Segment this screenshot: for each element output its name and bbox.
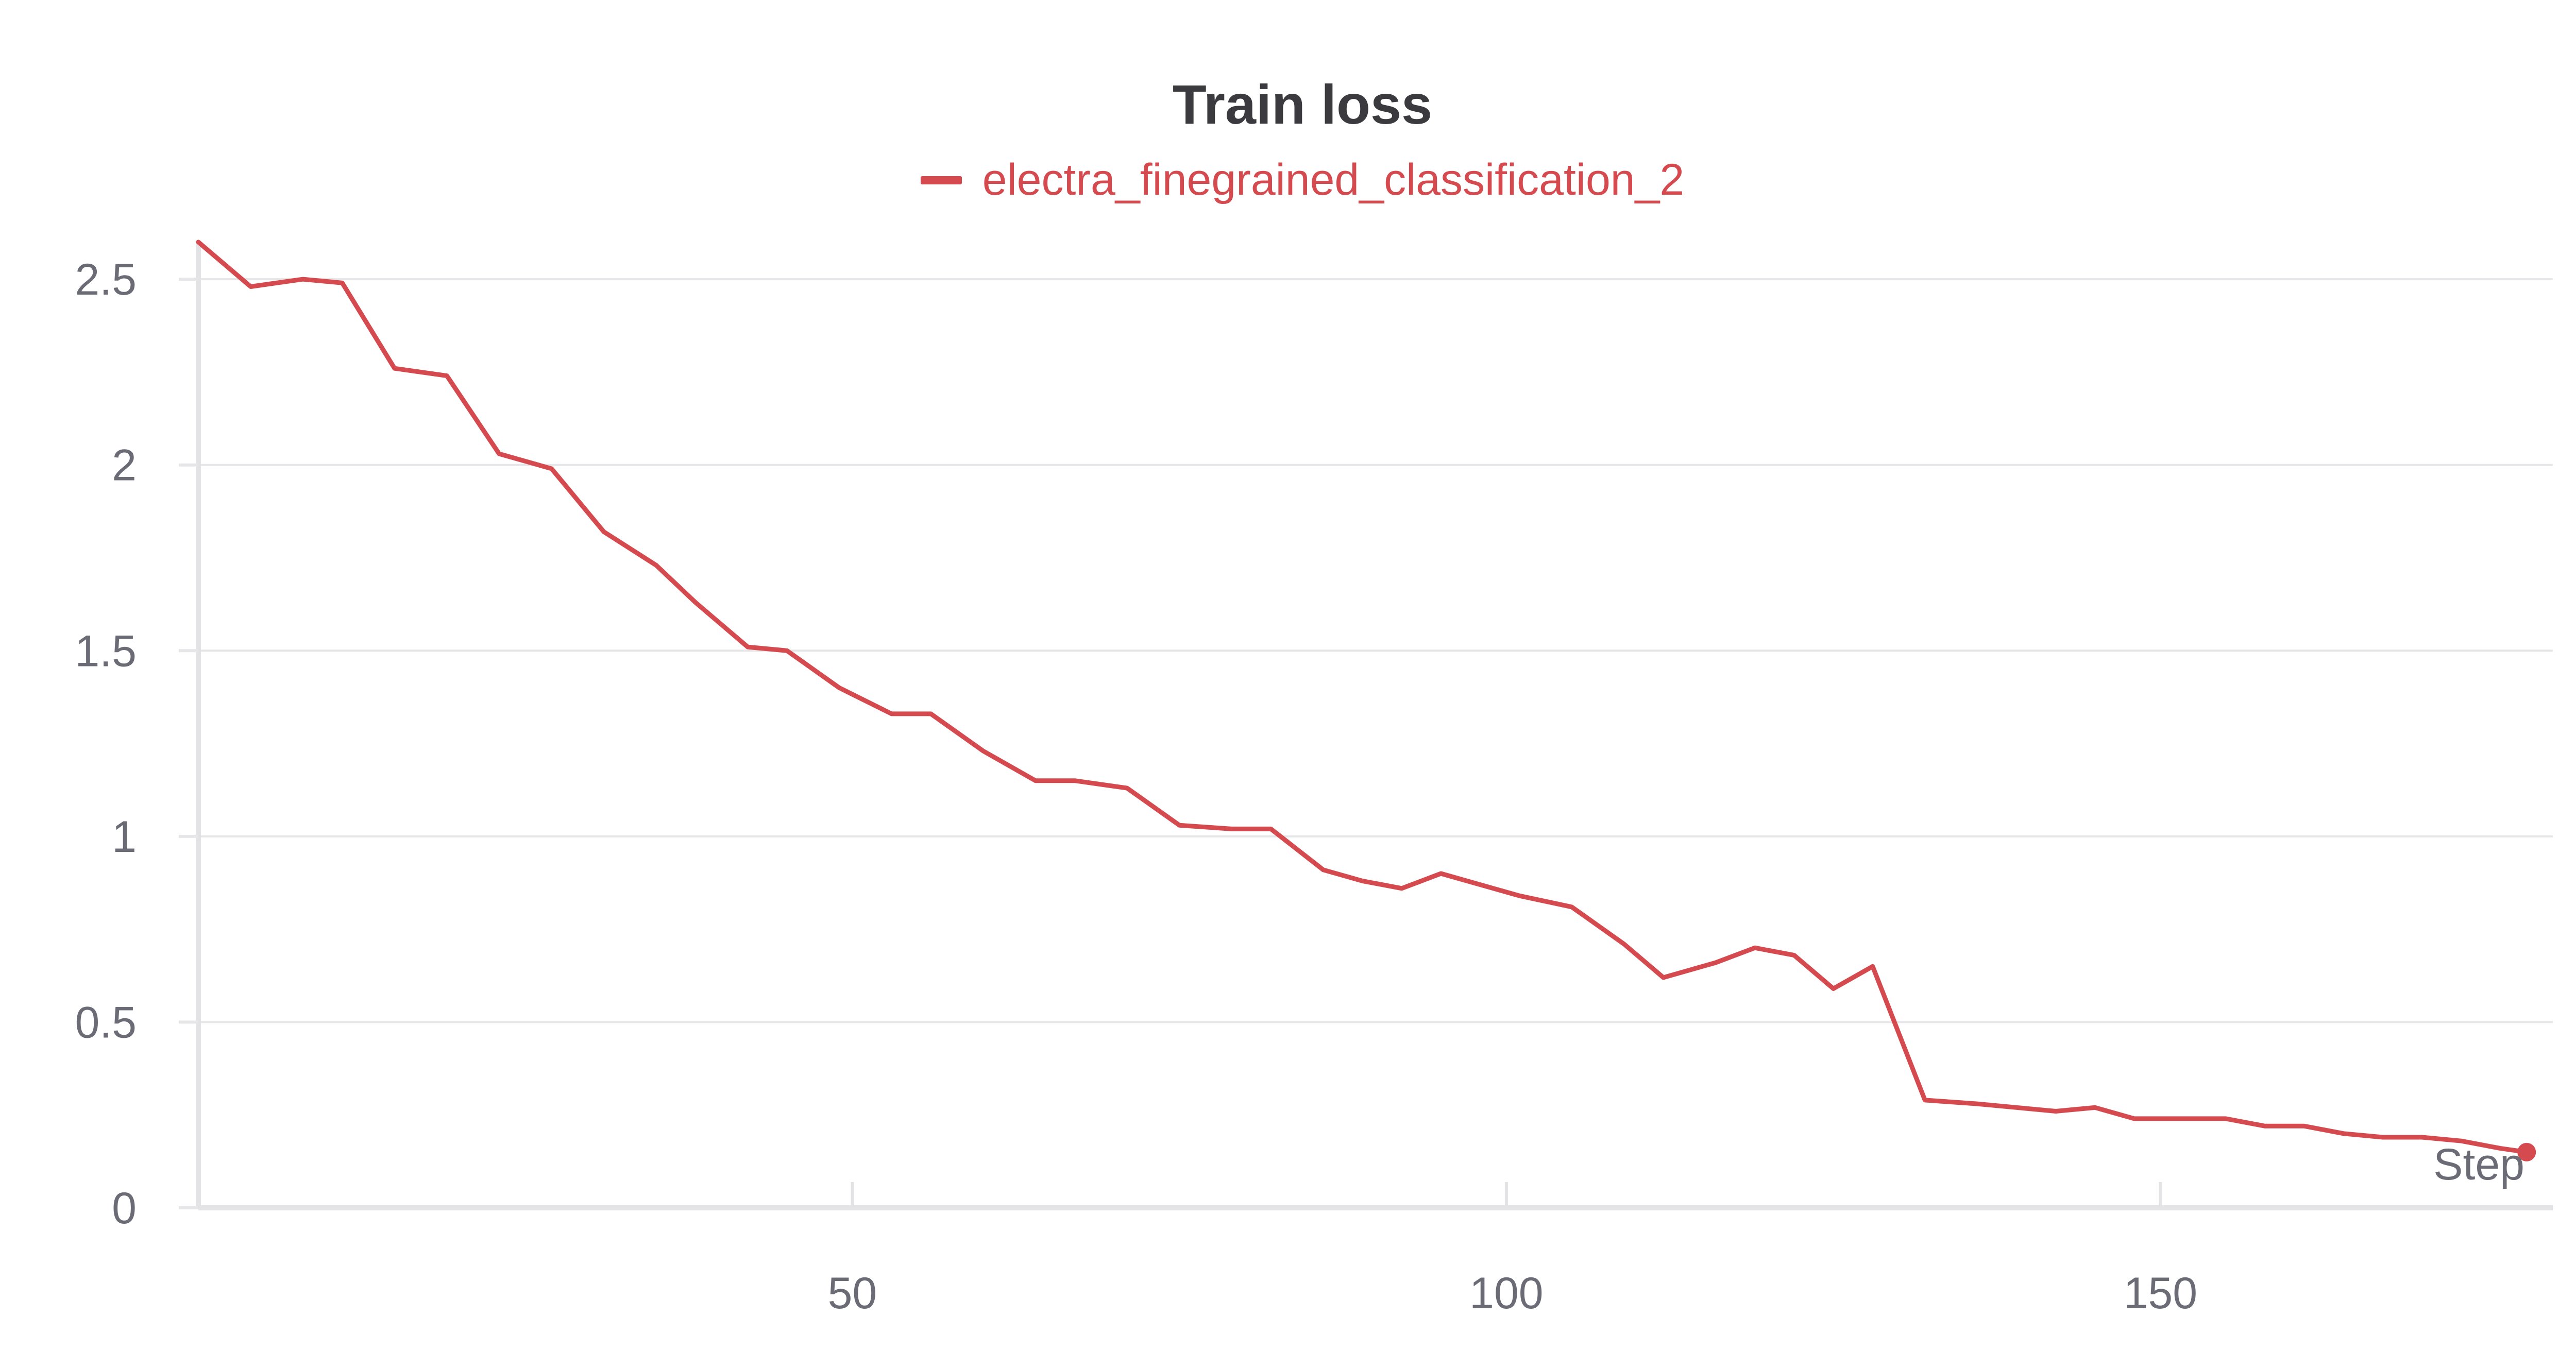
y-tick-label: 1 [112, 812, 137, 862]
last-point-marker[interactable] [2517, 1142, 2536, 1161]
legend[interactable]: electra_finegrained_classification_2 [0, 155, 2576, 206]
y-tick-label: 0.5 [75, 998, 137, 1047]
chart-title: Train loss [1172, 73, 1433, 135]
x-axis-title: Step [2433, 1140, 2524, 1189]
y-tick-label: 2 [112, 441, 137, 490]
x-tick-label: 150 [2124, 1269, 2198, 1318]
y-tick-label: 0 [112, 1184, 137, 1233]
x-tick-label: 50 [828, 1269, 877, 1318]
y-tick-label: 1.5 [75, 626, 137, 676]
x-tick-label: 100 [1469, 1269, 1544, 1318]
legend-label: electra_finegrained_classification_2 [982, 155, 1685, 204]
y-tick-label: 2.5 [75, 255, 137, 304]
legend-swatch [920, 176, 962, 184]
loss-line[interactable] [196, 240, 2529, 1155]
